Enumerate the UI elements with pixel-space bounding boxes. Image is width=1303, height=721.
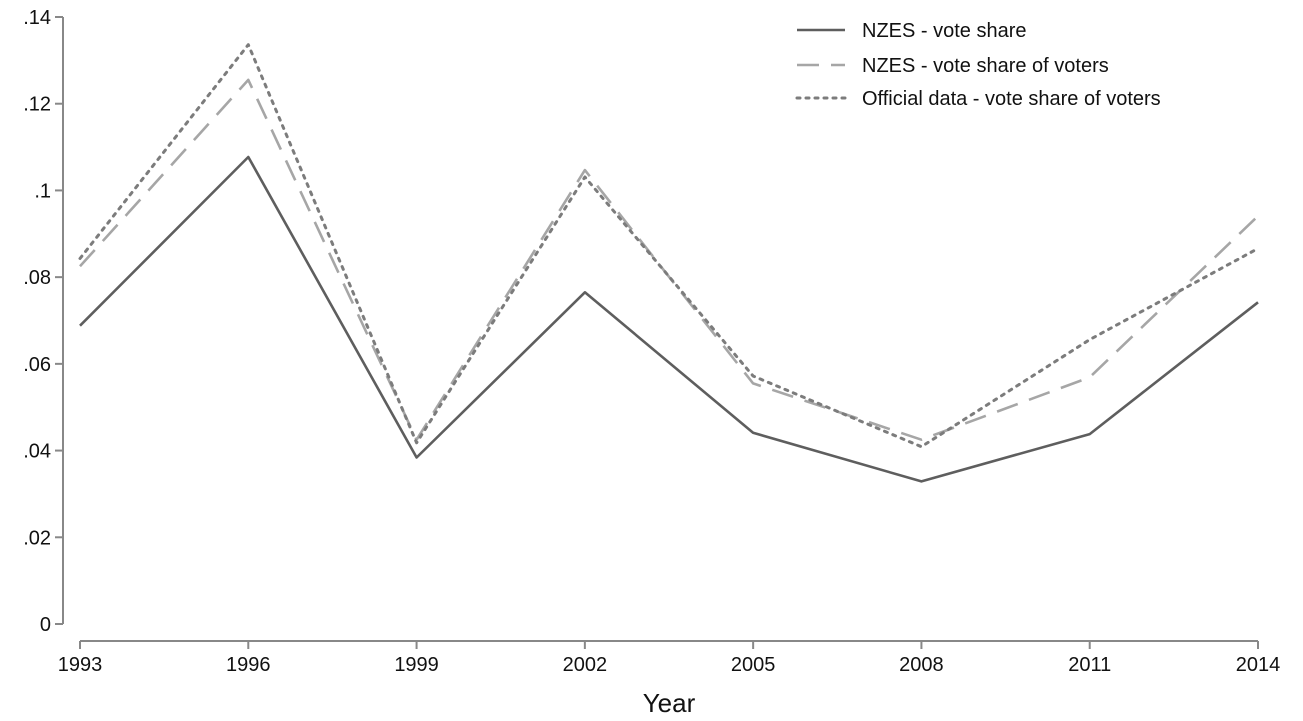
series-line-3 — [78, 43, 1260, 449]
y-axis-ticks: 0 .02 .04 .06 .08 .1 .12 .14 — [23, 7, 63, 636]
legend-label-2: NZES - vote share of voters — [862, 55, 1109, 77]
y-tick-label: .04 — [23, 441, 51, 463]
legend-label-1: NZES - vote share — [862, 20, 1027, 42]
x-tick-label: 2011 — [1068, 654, 1111, 676]
y-tick-label: .08 — [23, 267, 51, 289]
x-tick-label: 2002 — [563, 654, 608, 676]
x-tick-label: 2008 — [899, 654, 944, 676]
x-tick-label: 2014 — [1236, 654, 1281, 676]
y-tick-label: .06 — [23, 354, 51, 376]
x-tick-label: 1993 — [58, 654, 103, 676]
y-tick-label: .1 — [34, 180, 51, 202]
y-tick-label: .12 — [23, 94, 51, 116]
series-line-1 — [79, 155, 1259, 483]
y-tick-label: .14 — [23, 7, 51, 29]
y-tick-label: .02 — [23, 527, 51, 549]
x-axis-title: Year — [643, 688, 696, 718]
legend-label-3: Official data - vote share of voters — [862, 88, 1161, 110]
x-axis-ticks: 1993 1996 1999 2002 2005 2008 2011 2014 — [58, 641, 1281, 676]
series-layer — [78, 43, 1260, 483]
x-tick-label: 1996 — [226, 654, 271, 676]
series-line-2 — [79, 78, 1259, 442]
axes: 0 .02 .04 .06 .08 .1 .12 .14 1993 1996 1999 2002 20… — [23, 7, 1280, 718]
legend: NZES - vote share NZES - vote share of vo… — [795, 20, 1161, 110]
x-tick-label: 2005 — [731, 654, 776, 676]
x-tick-label: 1999 — [394, 654, 439, 676]
y-tick-label: 0 — [40, 614, 51, 636]
